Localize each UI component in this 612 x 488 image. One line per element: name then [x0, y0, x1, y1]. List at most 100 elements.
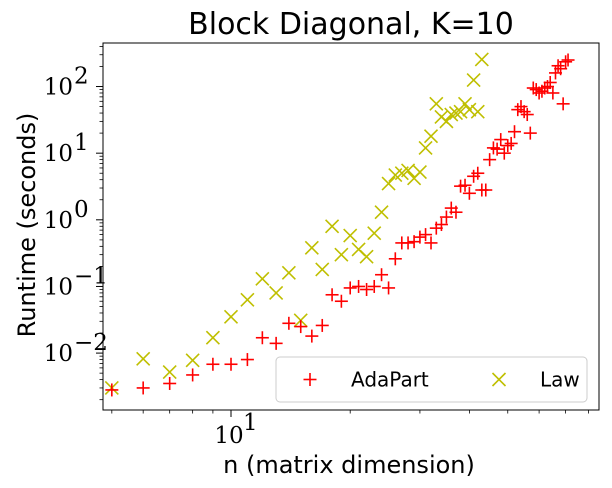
point-adapart-10: [294, 320, 308, 334]
chart-title: Block Diagonal, K=10: [188, 7, 514, 42]
plot-frame: [102, 42, 600, 411]
point-adapart-62: [551, 59, 565, 73]
x-tick-exponent: 1: [243, 410, 258, 436]
point-law-31: [444, 107, 459, 122]
marker-stroke: [334, 247, 349, 262]
point-adapart-25: [413, 230, 427, 244]
marker-stroke: [269, 285, 284, 300]
point-law-28: [429, 96, 444, 111]
point-law-8: [269, 285, 284, 300]
point-law-12: [315, 262, 330, 277]
legend-marker-law: [491, 372, 507, 387]
point-adapart-59: [543, 75, 557, 89]
point-law-33: [453, 104, 468, 119]
x-tick-label: 10: [214, 423, 243, 449]
point-law-17: [359, 249, 374, 264]
point-law-23: [400, 163, 416, 178]
point-adapart-4: [206, 357, 220, 371]
point-law-34: [457, 96, 473, 111]
y-tick-exponent: 1: [74, 130, 89, 156]
point-adapart-15: [343, 281, 357, 295]
point-adapart-6: [240, 353, 254, 367]
point-adapart-29: [434, 218, 448, 232]
point-adapart-27: [424, 236, 438, 250]
point-adapart-63: [554, 62, 568, 76]
point-adapart-16: [352, 279, 366, 293]
marker-stroke: [281, 265, 296, 280]
point-adapart-1: [136, 381, 150, 395]
point-adapart-9: [282, 316, 296, 330]
point-adapart-48: [511, 103, 525, 117]
marker-stroke: [351, 242, 366, 257]
point-law-35: [462, 102, 477, 117]
marker-stroke: [255, 271, 270, 286]
point-adapart-50: [517, 105, 531, 119]
point-adapart-51: [520, 108, 534, 122]
marker-stroke: [453, 104, 468, 119]
marker-stroke: [240, 292, 255, 307]
point-adapart-13: [325, 288, 339, 302]
point-adapart-40: [483, 153, 497, 167]
marker-stroke: [474, 52, 489, 67]
marker-stroke: [359, 249, 374, 264]
axes: 10 −210 −110 010 110 210 1: [44, 42, 600, 449]
point-adapart-42: [490, 142, 504, 156]
point-law-11: [304, 240, 319, 255]
point-adapart-52: [523, 126, 537, 140]
point-adapart-44: [497, 146, 511, 160]
marker-stroke: [418, 140, 433, 155]
marker-stroke: [162, 364, 177, 380]
x-axis-label: n (matrix dimension): [223, 451, 475, 479]
marker-stroke: [381, 176, 396, 191]
y-axis-label: Runtime (seconds): [13, 113, 41, 338]
point-adapart-46: [504, 136, 518, 150]
point-adapart-54: [529, 83, 543, 97]
point-law-38: [474, 52, 489, 67]
y-tick-label: 10: [44, 274, 73, 300]
point-adapart-39: [479, 183, 493, 197]
plot-area: [104, 52, 575, 397]
y-tick-label: 10: [44, 141, 73, 167]
marker-stroke: [462, 102, 477, 117]
point-adapart-26: [419, 228, 433, 242]
marker-stroke: [367, 226, 382, 241]
point-adapart-7: [255, 331, 269, 345]
point-law-2: [162, 364, 177, 380]
point-law-25: [412, 165, 427, 180]
point-law-19: [374, 205, 389, 220]
point-adapart-30: [439, 210, 453, 224]
point-adapart-11: [305, 329, 319, 343]
point-adapart-65: [559, 55, 573, 69]
point-adapart-19: [375, 268, 389, 282]
marker-stroke: [412, 165, 427, 180]
point-law-27: [423, 129, 439, 144]
y-tick-exponent: 2: [74, 64, 89, 90]
point-adapart-60: [546, 86, 560, 100]
point-adapart-34: [458, 178, 472, 192]
point-adapart-32: [449, 205, 463, 219]
point-adapart-14: [334, 294, 348, 308]
point-adapart-45: [501, 139, 515, 153]
point-adapart-66: [561, 53, 575, 67]
legend: AdaPart Law: [275, 356, 588, 403]
y-tick-exponent: −1: [74, 263, 108, 289]
marker-stroke: [315, 262, 330, 277]
point-adapart-12: [315, 318, 329, 332]
point-law-7: [255, 271, 270, 286]
point-adapart-0: [105, 383, 119, 397]
point-adapart-2: [163, 376, 177, 390]
point-law-15: [343, 228, 358, 243]
marker-stroke: [439, 114, 454, 129]
marker-stroke: [325, 219, 340, 234]
point-law-3: [185, 353, 200, 368]
marker-stroke: [223, 309, 239, 324]
marker-stroke: [304, 240, 319, 255]
y-tick-label: 10: [44, 75, 73, 101]
legend-entry-adapart: AdaPart: [303, 368, 429, 392]
point-law-20: [381, 176, 396, 191]
marker-stroke: [470, 104, 485, 119]
point-law-26: [418, 140, 433, 155]
point-law-14: [334, 247, 349, 262]
marker-stroke: [457, 96, 473, 111]
